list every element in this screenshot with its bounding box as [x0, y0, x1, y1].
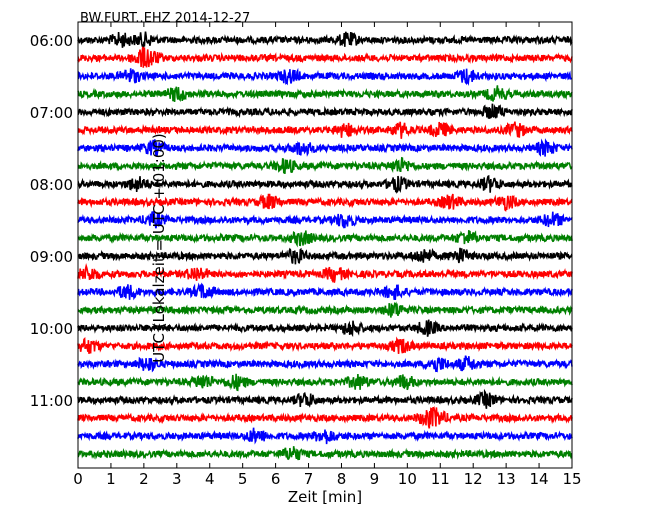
trace-1000 — [77, 319, 573, 338]
x-tick-label-9: 9 — [370, 470, 380, 488]
trace-1100 — [77, 388, 573, 409]
x-tick-label-8: 8 — [337, 470, 347, 488]
trace-0745 — [77, 156, 573, 174]
y-tick-label-1100: 11:00 — [30, 392, 73, 410]
x-tick-label-13: 13 — [497, 470, 516, 488]
x-tick-label-5: 5 — [238, 470, 248, 488]
x-tick-label-2: 2 — [139, 470, 149, 488]
x-tick-label-10: 10 — [398, 470, 417, 488]
x-tick-label-15: 15 — [562, 470, 581, 488]
x-tick-label-14: 14 — [530, 470, 549, 488]
trace-0845 — [77, 230, 573, 248]
trace-1145 — [77, 446, 573, 461]
axes-group: 0 1 2 3 4 5 6 7 8 9 10 11 12 13 14 1506:0007:0008:0009:… — [30, 21, 582, 488]
trace-0930 — [77, 282, 573, 301]
x-tick-label-3: 3 — [172, 470, 182, 488]
trace-0915 — [77, 262, 573, 283]
trace-0600 — [77, 31, 573, 50]
trace-0945 — [77, 301, 573, 318]
x-tick-label-11: 11 — [431, 470, 450, 488]
trace-0830 — [77, 211, 573, 229]
x-tick-label-1: 1 — [106, 470, 116, 488]
y-tick-label-0800: 08:00 — [30, 176, 73, 194]
x-tick-label-4: 4 — [205, 470, 215, 488]
trace-0630 — [77, 67, 573, 87]
x-axis-label: Zeit [min] — [287, 488, 363, 506]
y-tick-label-0900: 09:00 — [30, 248, 73, 266]
trace-0815 — [77, 193, 573, 212]
trace-0900 — [77, 247, 573, 265]
plot-frame — [77, 21, 573, 469]
trace-0715 — [77, 121, 573, 139]
trace-0730 — [77, 138, 573, 157]
trace-group — [77, 31, 573, 461]
trace-1015 — [77, 336, 573, 354]
trace-1030 — [77, 355, 573, 373]
trace-1045 — [77, 373, 573, 392]
x-tick-label-0: 0 — [73, 470, 83, 488]
trace-0645 — [77, 85, 573, 102]
y-tick-label-0700: 07:00 — [30, 104, 73, 122]
x-tick-label-7: 7 — [304, 470, 314, 488]
y-axis-label: UTC (Lokalzeit = UTC + 01:00) — [150, 133, 168, 363]
x-tick-label-6: 6 — [271, 470, 281, 488]
trace-1130 — [77, 427, 573, 445]
x-tick-label-12: 12 — [464, 470, 483, 488]
trace-0700 — [77, 103, 573, 119]
trace-1115 — [77, 405, 573, 429]
y-tick-label-1000: 10:00 — [30, 320, 73, 338]
y-tick-label-0600: 06:00 — [30, 32, 73, 50]
trace-0615 — [77, 46, 573, 68]
trace-0800 — [77, 174, 573, 194]
